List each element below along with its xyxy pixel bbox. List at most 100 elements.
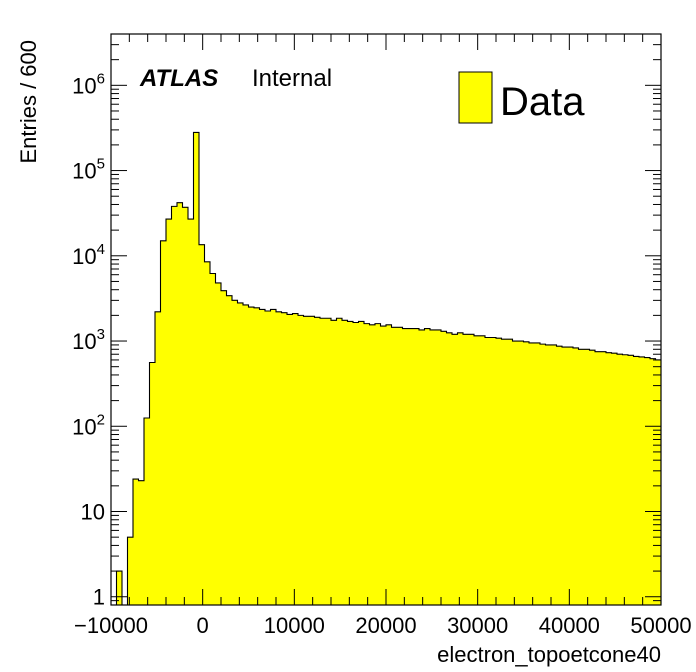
histogram-bin (237, 302, 243, 605)
histogram-bin (309, 316, 315, 605)
histogram-bin (556, 346, 562, 605)
histogram-bin (375, 323, 381, 605)
histogram-bin (336, 318, 342, 605)
histogram-bin (474, 335, 480, 605)
y-tick-label: 102 (72, 411, 105, 439)
histogram-bin (204, 261, 210, 605)
atlas-label: ATLAS (139, 65, 218, 92)
histogram-bin (430, 329, 436, 605)
histogram-bin (144, 418, 150, 605)
histogram-outline (111, 131, 661, 606)
histogram-bars (111, 131, 661, 606)
histogram-bin (364, 323, 370, 605)
histogram-bin (501, 339, 507, 605)
histogram-bin (298, 315, 304, 605)
histogram-bin (166, 219, 172, 605)
histogram-bin (287, 314, 293, 605)
histogram-bin (270, 309, 276, 605)
x-tick-label: 50000 (630, 613, 691, 638)
histogram-bin (221, 290, 227, 605)
internal-label: Internal (252, 65, 332, 92)
histogram-bin (331, 320, 337, 605)
histogram-bin (446, 332, 452, 605)
legend: Data (458, 71, 585, 124)
histogram-bin (584, 349, 590, 605)
histogram-bin (182, 207, 188, 606)
histogram-bin (457, 332, 463, 605)
histogram-bin (259, 309, 265, 605)
histogram-bin (243, 304, 249, 605)
histogram-bin (369, 324, 375, 605)
histogram-bin (441, 331, 447, 605)
histogram-bin (595, 351, 601, 605)
histogram-bin (419, 329, 425, 605)
histogram-bin (655, 359, 661, 605)
histogram-bin (303, 316, 309, 605)
y-tick-label: 10 (81, 500, 105, 525)
y-tick-label: 105 (72, 156, 105, 184)
histogram-bin (600, 351, 606, 605)
legend-label-data: Data (500, 80, 585, 124)
histogram-bin (408, 328, 414, 605)
histogram-bin (314, 317, 320, 605)
y-tick-label: 106 (72, 70, 105, 98)
histogram-bin (496, 338, 502, 605)
histogram-bin (386, 324, 392, 605)
x-tick-label: −10000 (74, 613, 148, 638)
histogram-bin (518, 341, 524, 605)
histogram-bin (380, 326, 386, 605)
x-tick-label: 10000 (264, 613, 325, 638)
histogram-bin (127, 537, 133, 605)
x-tick-label: 20000 (355, 613, 416, 638)
histogram-bin (248, 307, 254, 605)
histogram-bin (320, 318, 326, 605)
x-axis-title: electron_topoetcone40 (437, 642, 661, 667)
histogram-bin (578, 349, 584, 605)
histogram-bin (276, 311, 282, 605)
histogram-bin (138, 480, 144, 605)
histogram-bin (633, 356, 639, 605)
histogram-bin (452, 334, 458, 605)
histogram-bin (193, 132, 199, 605)
histogram-bin (463, 334, 469, 605)
histogram-bin (424, 328, 430, 605)
histogram-bin (292, 313, 298, 605)
histogram-bin (342, 320, 348, 605)
histogram-bin (512, 341, 518, 605)
legend-swatch-data (458, 71, 493, 124)
histogram-bin (490, 337, 496, 605)
tick-labels: −10000 0 10000 20000 30000 40000 50000 1 10 102 10… (72, 70, 691, 638)
histogram-bin (606, 352, 612, 605)
histogram-bin (562, 347, 568, 605)
histogram-bin (628, 355, 634, 605)
histogram-bin (226, 295, 232, 605)
y-tick-label: 103 (72, 326, 105, 354)
histogram-bin (507, 339, 513, 605)
histogram-bin (160, 240, 166, 605)
histogram-bin (215, 282, 221, 605)
histogram-bin (529, 342, 535, 605)
histogram-bin (567, 347, 573, 605)
histogram-bin (413, 328, 419, 605)
histogram-bin (639, 356, 645, 605)
histogram-bin (347, 321, 353, 605)
y-tick-label: 104 (72, 241, 105, 269)
histogram-bin (325, 318, 331, 605)
histogram-bin (177, 202, 183, 606)
histogram-bin (133, 479, 139, 605)
histogram-bin (551, 344, 557, 605)
histogram-bin (523, 341, 529, 605)
histogram-bin (622, 354, 628, 605)
histogram-bin (210, 273, 216, 605)
histogram-bin (391, 327, 397, 605)
histogram-bin (479, 335, 485, 605)
histogram-bin (402, 328, 408, 605)
histogram-bin (155, 311, 161, 605)
histogram-bin (281, 312, 287, 605)
x-tick-label: 40000 (539, 613, 600, 638)
histogram-bin (644, 357, 650, 605)
histogram-bin (254, 307, 260, 605)
axis-ticks (110, 33, 662, 606)
x-tick-label: 0 (197, 613, 209, 638)
y-tick-label: 1 (93, 585, 105, 610)
